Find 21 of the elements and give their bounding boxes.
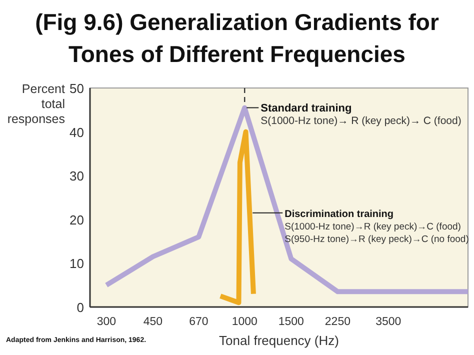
y-tick-label: 10: [70, 256, 84, 272]
annotation: S(1000-Hz tone)→R (key peck)→C (food): [284, 221, 461, 232]
x-tick-label: 3500: [376, 316, 402, 328]
x-tick-label: 2250: [324, 316, 351, 328]
annotation: S(950-Hz tone)→R (key peck)→C (no food): [284, 234, 469, 245]
y-tick-label: 30: [70, 168, 84, 184]
chart-title: (Fig 9.6) Generalization Gradients for Tones of Different Frequencies: [35, 9, 439, 67]
x-tick-label: 300: [96, 316, 116, 328]
y-tick-label: 50: [70, 81, 84, 96]
x-tick-label: 450: [143, 316, 163, 328]
text: Discrimination training: [284, 208, 394, 220]
y-axis-title: Percent total responses: [7, 82, 66, 126]
series-label: Standard training: [260, 102, 352, 115]
y-tick-label: 20: [70, 212, 84, 228]
x-tick-label: 1000: [232, 316, 258, 328]
annotation: S(1000-Hz tone)→ R (key peck)→ C (food): [260, 115, 462, 128]
x-axis-title: Tonal frequency (Hz): [219, 333, 339, 348]
y-tick-label: 0: [76, 300, 84, 315]
x-tick-label: 1500: [278, 316, 304, 328]
x-tick-label: 670: [189, 316, 208, 328]
y-tick-label: 40: [70, 124, 84, 140]
